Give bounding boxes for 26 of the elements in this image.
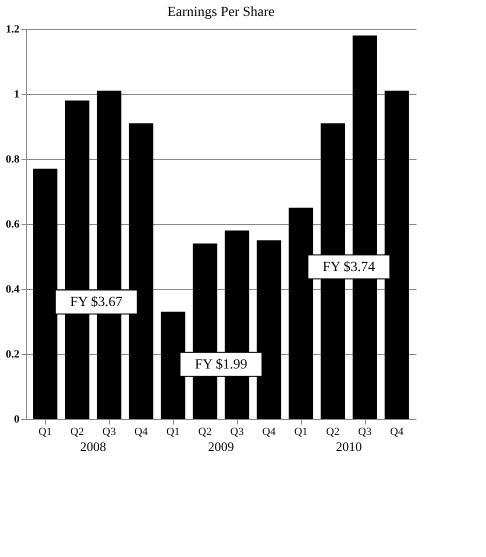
y-tick-label: 0.6 [6, 218, 20, 230]
y-tick-label: 0 [14, 414, 20, 426]
y-tick-label: 1 [14, 88, 20, 100]
y-tick-label: 0.2 [6, 348, 20, 360]
text: 2010 [336, 439, 362, 454]
annotation: FY $1.99 [194, 357, 248, 372]
x-tick-label: Q4 [390, 426, 404, 438]
text: 2009 [208, 439, 234, 454]
x-tick-label: Q4 [134, 426, 148, 438]
x-tick-label: Q3 [230, 426, 244, 438]
x-tick-label: Q2 [70, 426, 84, 438]
chart-title: Earnings Per Share [167, 5, 275, 20]
x-tick-label: Q1 [166, 426, 180, 438]
annotation: FY $3.67 [70, 295, 123, 310]
x-tick-label: Q2 [198, 426, 212, 438]
x-tick-label: Q3 [102, 426, 116, 438]
x-tick-label: Q3 [358, 426, 372, 438]
y-tick-label: 0.8 [6, 154, 20, 166]
y-tick-label: 1.2 [6, 24, 20, 36]
text: 2008 [80, 439, 106, 454]
x-tick-label: Q4 [262, 426, 276, 438]
x-tick-label: Q1 [38, 426, 52, 438]
x-tick-label: Q1 [294, 426, 308, 438]
x-tick-label: Q2 [326, 426, 340, 438]
annotation: FY $3.74 [322, 260, 376, 275]
y-tick-label: 0.4 [6, 284, 20, 296]
